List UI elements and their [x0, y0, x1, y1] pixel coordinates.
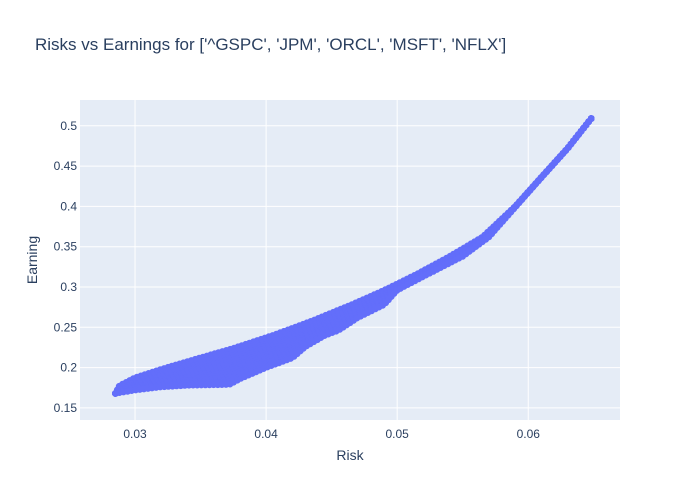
chart-title: Risks vs Earnings for ['^GSPC', 'JPM', '… — [35, 35, 506, 54]
y-axis-label: Earning — [24, 236, 40, 284]
y-tick-label: 0.25 — [54, 320, 78, 334]
x-axis-ticks: 0.03 0.04 0.05 0.06 — [123, 427, 540, 441]
gridlines — [80, 100, 620, 420]
y-tick-label: 0.4 — [60, 199, 77, 213]
x-tick-label: 0.04 — [254, 427, 278, 441]
y-tick-label: 0.35 — [54, 240, 78, 254]
y-tick-label: 0.45 — [54, 159, 78, 173]
x-axis-label: Risk — [336, 447, 364, 463]
y-tick-label: 0.15 — [54, 401, 78, 415]
x-tick-label: 0.06 — [517, 427, 541, 441]
y-tick-label: 0.3 — [60, 280, 77, 294]
x-tick-label: 0.03 — [123, 427, 147, 441]
y-axis-ticks: 0.15 0.2 0.25 0.3 0.35 0.4 0.45 0.5 — [54, 119, 78, 415]
y-tick-label: 0.5 — [60, 119, 77, 133]
data-points — [112, 115, 595, 397]
x-tick-label: 0.05 — [386, 427, 410, 441]
data-point — [587, 115, 595, 122]
y-tick-label: 0.2 — [60, 361, 77, 375]
